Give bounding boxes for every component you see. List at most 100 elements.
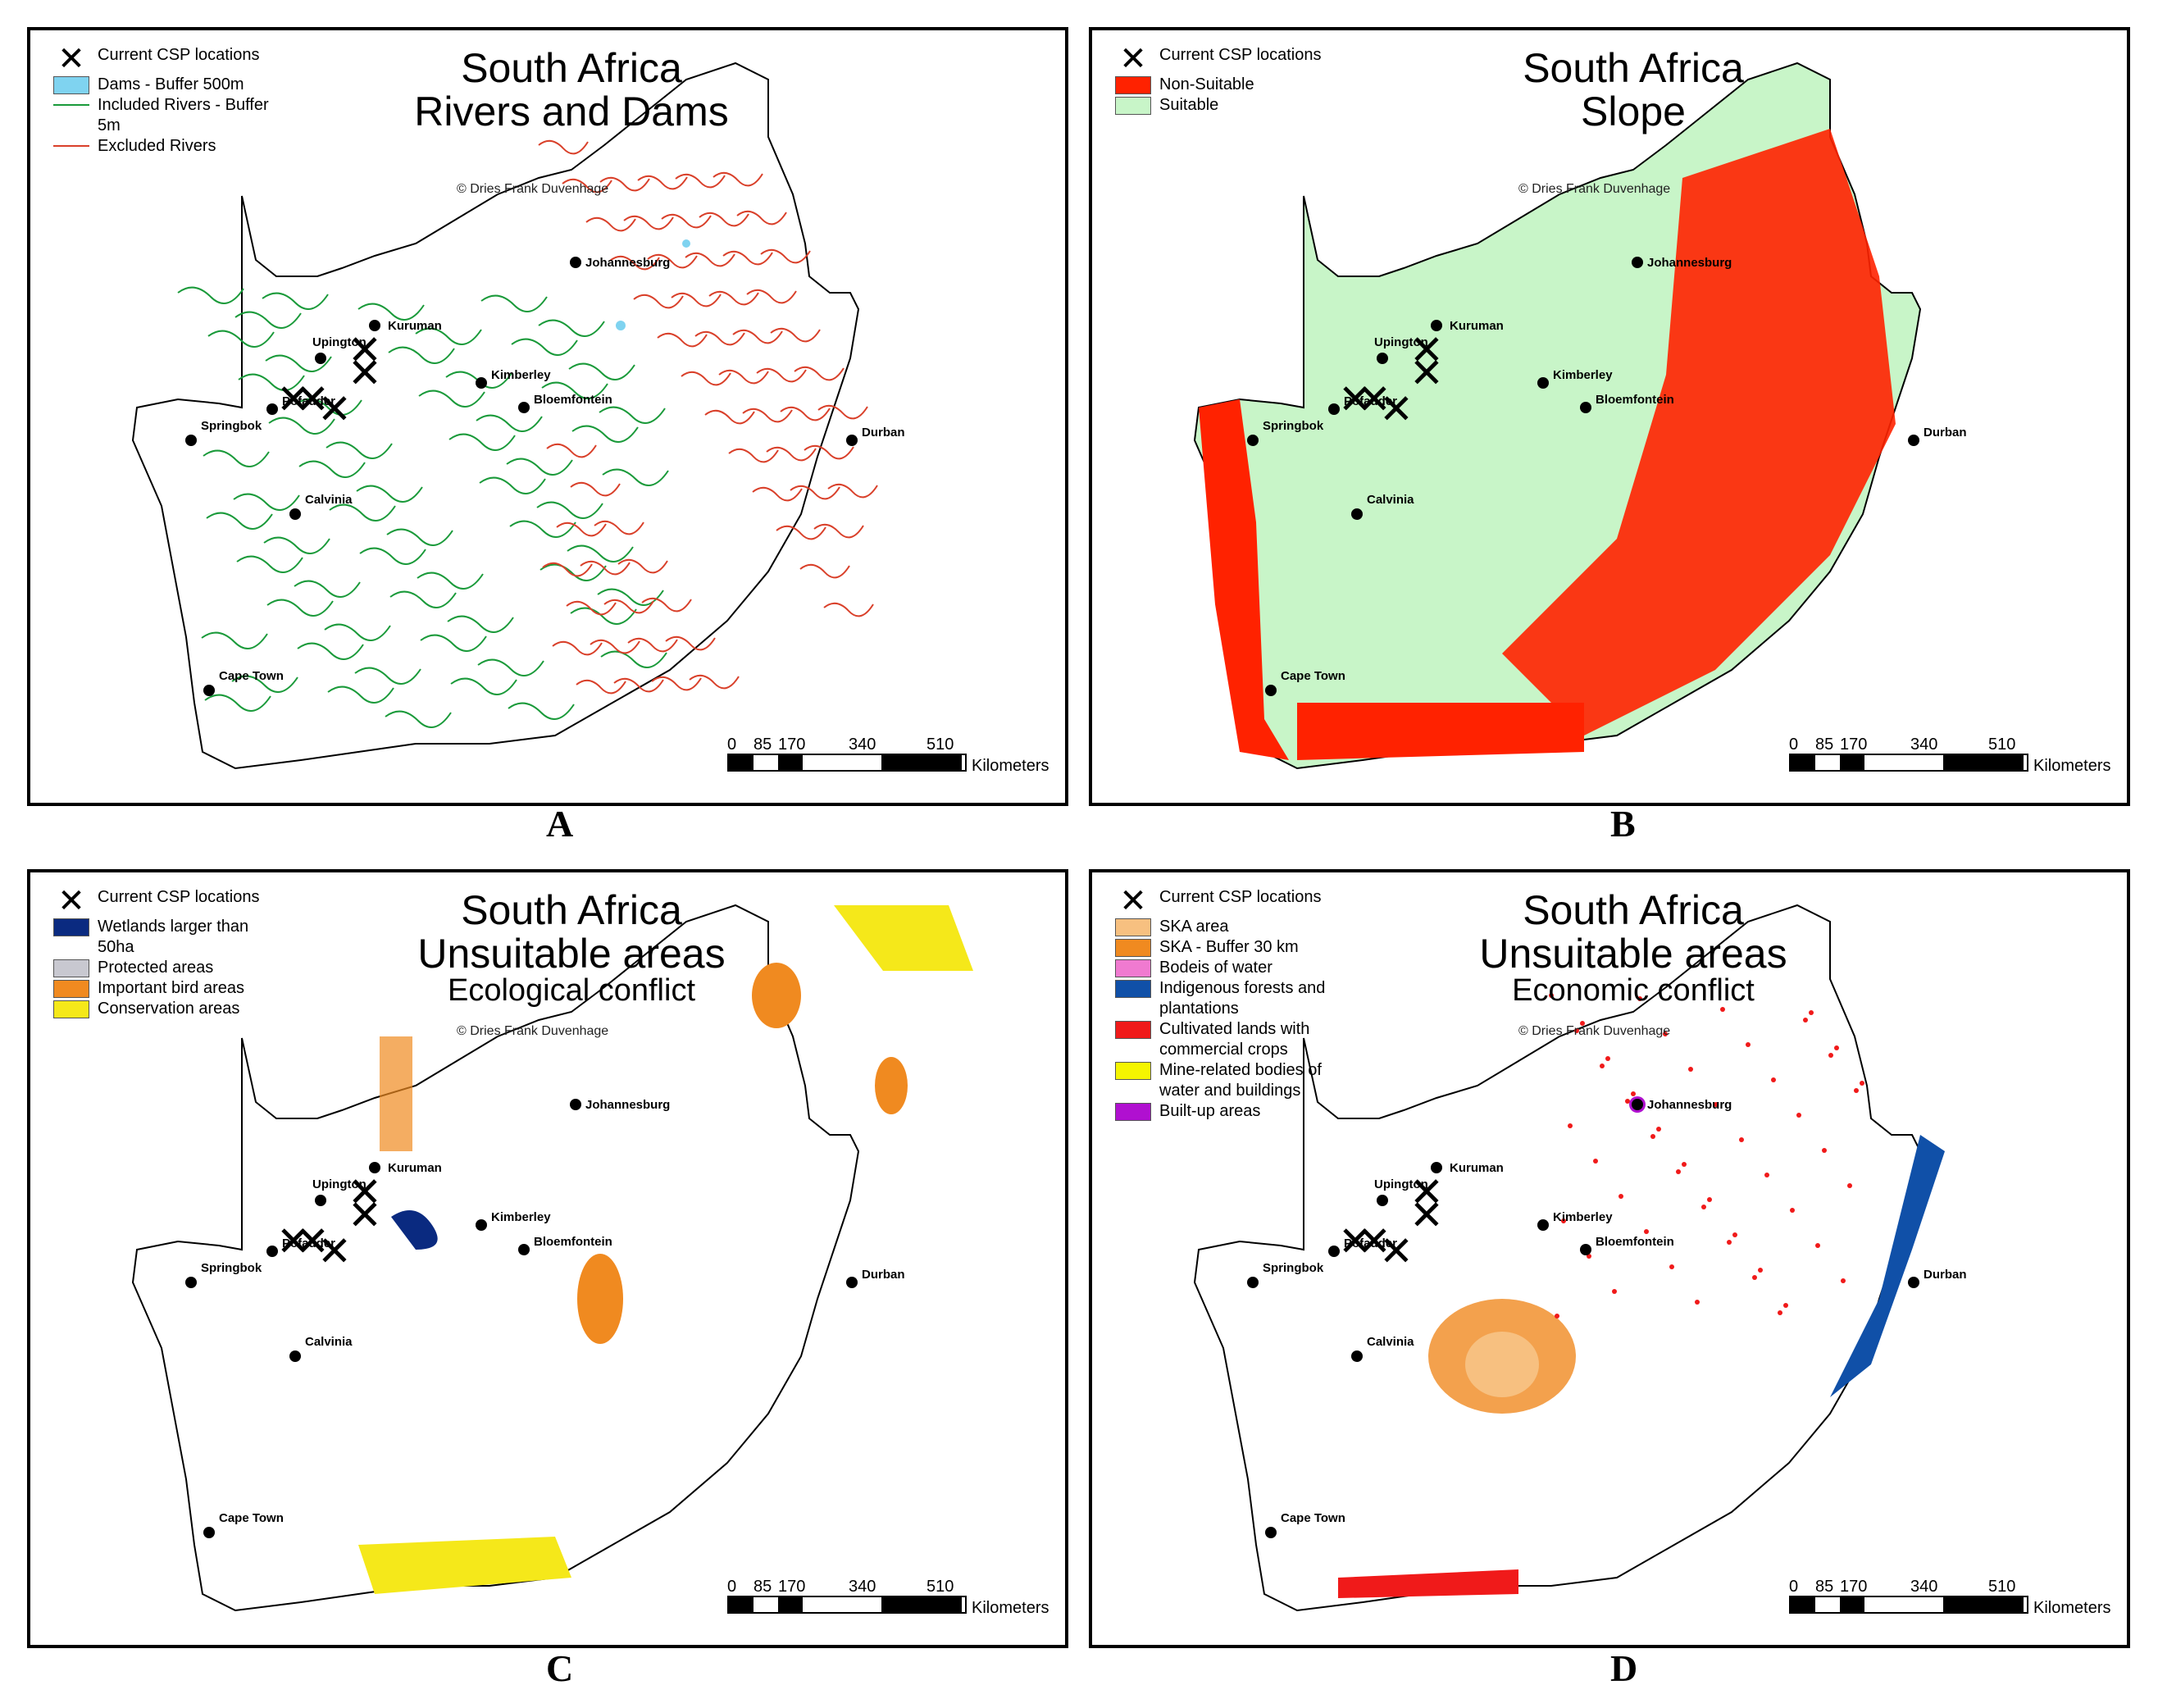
city-label: Johannesburg (1647, 256, 1732, 270)
city-dot (1328, 403, 1340, 415)
city-dot (315, 1195, 326, 1206)
scale-tick-label: 340 (849, 1578, 876, 1596)
legend-label: Suitable (1159, 96, 1219, 114)
cultivated-land (1778, 1310, 1782, 1315)
legend-label: Protected areas (98, 959, 214, 977)
city-dot (476, 1219, 487, 1231)
city-dot (203, 1527, 215, 1538)
city-dot (185, 435, 197, 446)
excluded-river (641, 597, 692, 613)
legend-label: Built-up areas (1159, 1102, 1261, 1120)
excluded-river (766, 446, 817, 462)
cultivated-land (1841, 1278, 1846, 1283)
cultivated-land (1568, 1123, 1573, 1128)
excluded-river (804, 444, 854, 460)
excluded-river (585, 216, 636, 232)
title-line-1: South Africa (461, 887, 682, 933)
map-title: South Africa Unsuitable areas Ecological… (358, 889, 785, 1008)
city-label: Calvinia (305, 1335, 353, 1349)
scale-tick-label: 85 (1815, 736, 1834, 754)
excluded-river (708, 290, 759, 306)
legend-swatch (1115, 1021, 1151, 1039)
included-river (326, 441, 393, 459)
included-river (234, 311, 302, 329)
legend-item: SKA - Buffer 30 km (1115, 937, 1332, 958)
legend-label: Non-Suitable (1159, 75, 1254, 93)
excluded-river (790, 485, 840, 500)
csp-location-icon: ✕ (1379, 1228, 1414, 1274)
cultivated-land (1822, 1148, 1827, 1153)
title-line-2: Unsuitable areas (1479, 930, 1787, 977)
title-line-3: Economic conflict (1512, 973, 1755, 1008)
included-river (204, 694, 271, 712)
city-dot (846, 435, 858, 446)
city-dot (846, 1277, 858, 1288)
legend-label: SKA area (1159, 918, 1229, 936)
legend-label: Indigenous forests and plantations (1159, 979, 1326, 1018)
excluded-river (718, 369, 769, 385)
included-river (567, 544, 634, 563)
csp-location-icon: ✕ (317, 386, 352, 432)
csp-location-icon: ✕ (295, 1218, 330, 1264)
thematic-overlay (358, 905, 973, 1594)
city-label: Durban (862, 1268, 905, 1282)
csp-x-icon: ✕ (57, 883, 85, 919)
city-dot (266, 1246, 278, 1257)
legend-item: Non-Suitable (1115, 75, 1322, 95)
non-suitable-area (1297, 703, 1584, 760)
excluded-river (704, 409, 755, 425)
legend-swatch (53, 918, 89, 936)
city-dot (1537, 377, 1549, 389)
included-river (511, 338, 578, 356)
csp-location-icon: ✕ (348, 350, 382, 396)
city-dot (570, 257, 581, 268)
excluded-river (657, 332, 708, 348)
excluded-river (722, 250, 773, 266)
city-label: Kuruman (388, 1161, 442, 1175)
included-river (262, 292, 329, 310)
city-dot (1580, 402, 1591, 413)
scale-tick-label: 170 (778, 1578, 806, 1596)
city-label: Springbok (1263, 419, 1324, 433)
included-river (448, 433, 516, 451)
included-river (231, 675, 298, 693)
csp-x-icon: ✕ (1119, 883, 1147, 919)
legend-swatch (53, 980, 89, 998)
legend-item: Protected areas (53, 958, 270, 978)
panel-label: A (546, 803, 574, 845)
city-label: Kuruman (1450, 1161, 1504, 1175)
city-dot (518, 1244, 530, 1255)
included-river (388, 346, 455, 364)
included-river (324, 623, 391, 641)
included-river (389, 590, 457, 608)
scale-bar: 0 85 170 340 510 Kilometers (727, 1578, 1049, 1617)
cultivated-land (1727, 1240, 1732, 1245)
csp-location-icon: ✕ (1357, 1218, 1391, 1264)
included-river (359, 547, 426, 565)
excluded-river (580, 560, 631, 576)
included-river (357, 303, 425, 321)
legend-item: ✕ Current CSP locations (53, 883, 270, 919)
excluded-river (603, 599, 654, 614)
excluded-river (570, 481, 621, 497)
cultivated-land (1574, 1028, 1579, 1033)
copyright-note: © Dries Frank Duvenhage (1518, 182, 1671, 196)
included-river (420, 634, 487, 652)
excluded-river (823, 602, 874, 617)
city-dot (1537, 1219, 1549, 1231)
cultivated-land (1612, 1289, 1617, 1294)
excluded-river (794, 366, 845, 381)
included-river (385, 710, 452, 728)
csp-location-icon: ✕ (348, 1192, 382, 1238)
legend-label: Current CSP locations (1159, 888, 1322, 906)
city-dot (289, 1350, 301, 1362)
map-title: South Africa Rivers and Dams (358, 47, 785, 133)
excluded-river (817, 404, 868, 420)
included-river (418, 389, 485, 408)
title-line-3: Ecological conflict (447, 973, 696, 1008)
csp-location-icon: ✕ (1409, 1169, 1444, 1215)
legend-label: Excluded Rivers (98, 137, 216, 155)
legend-swatch (53, 76, 89, 94)
excluded-river (542, 562, 593, 577)
cultivated-land (1854, 1088, 1859, 1093)
